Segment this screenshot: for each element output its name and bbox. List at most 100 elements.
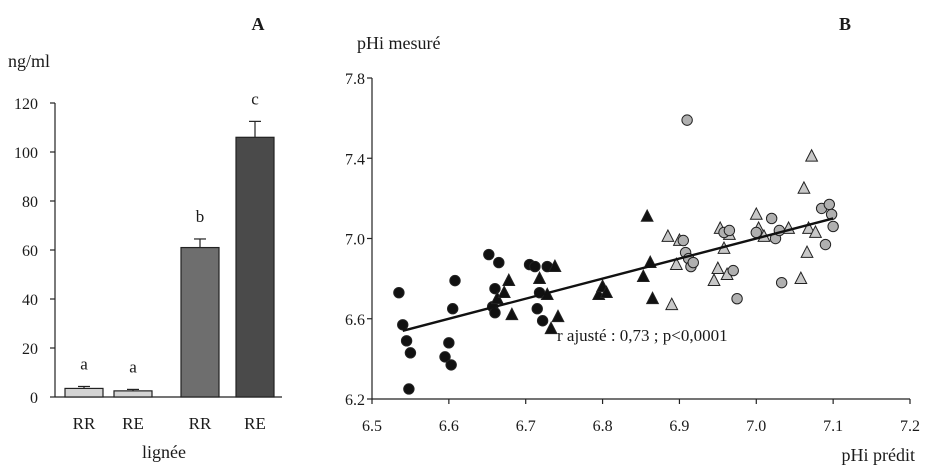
panel-a-x-tick-label-2: RR xyxy=(189,414,212,433)
panel-b-y-tick-label-2: 7.0 xyxy=(345,232,365,249)
panel-a-y-tick-label-0: 0 xyxy=(30,390,38,407)
panel-a-x-tick-label-0: RR xyxy=(73,414,96,433)
panel-b-point-s2-2 xyxy=(669,256,684,270)
panel-a-significance-2: b xyxy=(196,207,205,226)
panel-b-x-ticks: 6.5 6.6 6.7 6.8 6.9 7.0 7.1 7.2 xyxy=(362,399,920,435)
panel-b-point-s2-5 xyxy=(711,261,725,274)
panel-b-y-tick-label-3: 7.4 xyxy=(345,151,365,168)
panel-b: B pHi mesuré 6.26.67.07.47.8 6.5 6.6 6.7 6.… xyxy=(345,14,920,465)
panel-b-point-s0-8 xyxy=(447,303,459,315)
panel-b-point-s0-19 xyxy=(536,315,549,327)
panel-b-point-s1-2 xyxy=(502,273,516,287)
panel-b-point-s3-8 xyxy=(727,264,739,277)
panel-a-y-tick-label-1: 20 xyxy=(22,341,38,358)
panel-b-point-s1-3 xyxy=(505,307,519,321)
panel-b-y-axis-label: pHi mesuré xyxy=(357,33,440,53)
panel-b-x-tick-label-3: 6.8 xyxy=(593,418,613,435)
panel-b-point-s1-13 xyxy=(640,208,654,222)
panel-a-y-tick-label-4: 80 xyxy=(22,194,38,211)
panel-b-point-s3-5 xyxy=(687,256,699,269)
panel-a-y-tick-label-3: 60 xyxy=(22,243,38,260)
panel-b-point-s0-5 xyxy=(439,351,451,363)
panel-a-y-axis-label: ng/ml xyxy=(8,51,50,71)
panel-a-y-tick-label-6: 120 xyxy=(14,96,38,113)
panel-b-x-tick-label-1: 6.6 xyxy=(439,418,459,435)
panel-b-point-s0-12 xyxy=(489,307,501,319)
panel-b-x-tick-label-5: 7.0 xyxy=(746,418,766,435)
panel-b-point-s3-7 xyxy=(723,224,736,237)
panel-b-x-tick-label-0: 6.5 xyxy=(362,418,382,435)
panel-b-x-tick-label-6: 7.1 xyxy=(823,418,843,435)
panel-b-point-s2-15 xyxy=(797,180,811,194)
panel-b-point-s0-2 xyxy=(400,335,413,347)
panel-b-point-s2-4 xyxy=(707,273,721,287)
panel-b-point-s1-6 xyxy=(544,321,558,335)
panel-a-x-tick-label-1: RE xyxy=(122,414,144,433)
panel-b-point-s0-10 xyxy=(483,248,495,261)
panel-b-regression-line xyxy=(402,217,834,332)
panel-b-point-s2-18 xyxy=(804,148,819,162)
panel-b-point-s2-14 xyxy=(794,271,808,284)
panel-b-point-s0-6 xyxy=(443,337,455,349)
panel-b-point-s3-1 xyxy=(677,234,689,247)
panel-b-point-s3-9 xyxy=(731,292,743,305)
panel-b-point-s0-0 xyxy=(393,286,405,299)
panel-b-point-s1-11 xyxy=(599,285,614,299)
panel-b-point-s3-16 xyxy=(819,238,832,251)
panel-b-point-s0-7 xyxy=(445,359,457,371)
panel-a-bar-0 xyxy=(64,387,104,398)
panel-b-point-s3-0 xyxy=(681,114,693,126)
panel-b-points xyxy=(393,114,839,395)
panel-a-x-axis-label: lignée xyxy=(142,442,186,462)
panel-b-point-s1-4 xyxy=(532,271,547,284)
panel-b-point-s3-14 xyxy=(775,276,788,289)
panel-b-point-s0-17 xyxy=(531,303,543,315)
panel-b-point-s1-1 xyxy=(497,285,511,299)
panel-b-point-s0-9 xyxy=(449,274,461,287)
panel-b-y-ticks: 6.2 6.6 7.0 7.4 7.8 xyxy=(345,71,372,409)
panel-a-x-ticks: RR RE RR RE xyxy=(73,414,266,433)
panel-a-y-ticks: 0 20 40 60 80 100 120 xyxy=(14,96,55,407)
panel-b-annotation: r ajusté : 0,73 ; p<0,0001 xyxy=(557,326,728,345)
panel-b-point-s2-19 xyxy=(808,224,823,238)
panel-b-point-s1-12 xyxy=(636,269,650,282)
panel-b-x-tick-label-7: 7.2 xyxy=(900,418,920,435)
panel-b-y-tick-label-1: 6.6 xyxy=(345,312,365,329)
panel-a-bar-2 xyxy=(180,246,220,398)
panel-b-point-s2-10 xyxy=(749,206,763,220)
panel-b-point-s0-3 xyxy=(404,347,417,359)
panel-b-point-s0-14 xyxy=(493,256,505,269)
panel-b-y-tick-label-4: 7.8 xyxy=(345,71,365,88)
panel-a-label: A xyxy=(252,14,265,34)
panel-a-bar-1 xyxy=(113,390,153,398)
panel-b-x-tick-label-2: 6.7 xyxy=(516,418,536,435)
panel-b-point-s3-19 xyxy=(827,220,839,233)
panel-b-point-s3-11 xyxy=(765,212,778,225)
panel-b-point-s2-1 xyxy=(665,297,679,311)
panel-a-bar-3 xyxy=(235,136,275,398)
panel-b-x-axis-label: pHi prédit xyxy=(842,445,916,465)
panel-a: A ng/ml 0 20 40 60 80 100 120 a a b c RR RE RR RE li… xyxy=(8,14,282,462)
panel-b-point-s0-16 xyxy=(529,260,541,273)
panel-a-y-tick-label-2: 40 xyxy=(22,292,38,309)
panel-b-point-s1-8 xyxy=(551,309,565,323)
panel-b-point-s0-13 xyxy=(489,282,501,295)
panel-b-y-tick-label-0: 6.2 xyxy=(345,392,365,409)
panel-a-x-tick-label-3: RE xyxy=(244,414,266,433)
panel-b-point-s3-10 xyxy=(750,226,762,239)
panel-b-point-s0-1 xyxy=(397,319,409,331)
panel-b-point-s1-15 xyxy=(645,291,660,305)
panel-b-label: B xyxy=(839,14,851,34)
panel-a-significance-0: a xyxy=(80,354,88,373)
panel-b-point-s0-4 xyxy=(403,383,415,395)
panel-b-x-tick-label-4: 6.9 xyxy=(669,418,689,435)
panel-b-point-s1-7 xyxy=(548,258,562,272)
panel-b-point-s2-17 xyxy=(801,220,816,234)
panel-a-y-tick-label-5: 100 xyxy=(14,145,38,162)
panel-a-significance-3: c xyxy=(251,89,259,108)
panel-b-point-s3-17 xyxy=(823,198,835,211)
panel-b-point-s2-16 xyxy=(800,244,814,258)
panel-a-bars: a a b c xyxy=(64,89,275,398)
